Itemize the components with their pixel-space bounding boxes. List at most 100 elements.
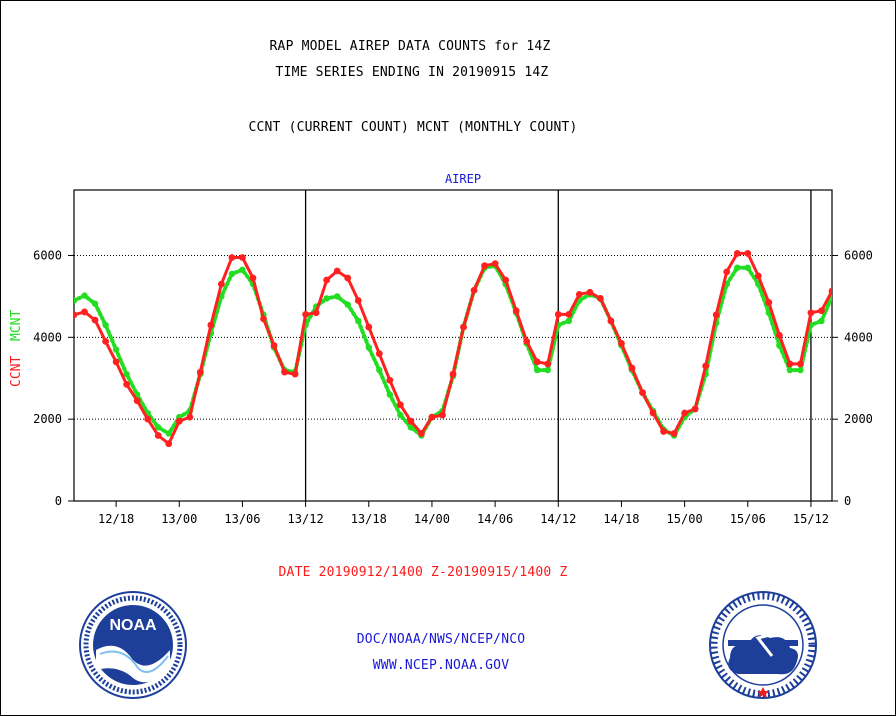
data-point-mcnt bbox=[323, 295, 330, 302]
data-point-ccnt bbox=[639, 389, 646, 396]
data-point-mcnt bbox=[81, 292, 88, 299]
data-point-ccnt bbox=[491, 260, 499, 268]
noaa-logo: NOAA bbox=[79, 591, 187, 699]
data-point-ccnt bbox=[670, 430, 678, 437]
data-point-ccnt bbox=[175, 417, 183, 425]
data-point-mcnt bbox=[407, 424, 415, 431]
xtick-label: 15/00 bbox=[667, 512, 703, 526]
data-point-ccnt bbox=[123, 380, 131, 388]
data-point-ccnt bbox=[133, 397, 141, 405]
data-point-mcnt bbox=[239, 266, 246, 273]
xtick-label: 15/06 bbox=[730, 512, 766, 526]
ytick-label-right: 0 bbox=[844, 494, 851, 508]
data-point-ccnt bbox=[428, 413, 436, 421]
data-point-ccnt bbox=[681, 409, 689, 417]
data-point-ccnt bbox=[375, 350, 383, 358]
xtick-label: 14/00 bbox=[414, 512, 450, 526]
data-point-ccnt bbox=[281, 368, 288, 376]
data-point-ccnt bbox=[249, 274, 257, 282]
data-point-ccnt bbox=[502, 276, 510, 284]
data-point-ccnt bbox=[723, 268, 731, 276]
org-label: DOC/NOAA/NWS/NCEP/NCO bbox=[356, 632, 526, 647]
data-point-ccnt bbox=[260, 315, 267, 323]
data-point-ccnt bbox=[207, 321, 215, 329]
ytick-label-right: 4000 bbox=[844, 330, 873, 344]
ytick-label-left: 6000 bbox=[33, 248, 62, 262]
data-point-ccnt bbox=[407, 417, 415, 425]
data-point-mcnt bbox=[102, 321, 109, 329]
data-point-ccnt bbox=[628, 364, 636, 372]
data-point-ccnt bbox=[323, 276, 331, 284]
data-point-ccnt bbox=[691, 405, 699, 413]
data-point-ccnt bbox=[418, 430, 425, 437]
title-line-1: RAP MODEL AIREP DATA COUNTS for 14Z bbox=[269, 39, 551, 54]
ylabel-ccnt: CCNT bbox=[9, 355, 24, 387]
website-label: WWW.NCEP.NOAA.GOV bbox=[372, 658, 510, 673]
data-point-ccnt bbox=[239, 254, 246, 261]
xtick-label: 14/18 bbox=[603, 512, 639, 526]
data-point-ccnt bbox=[481, 262, 488, 270]
data-point-mcnt bbox=[376, 366, 383, 374]
data-point-mcnt bbox=[165, 430, 172, 437]
data-point-ccnt bbox=[439, 411, 446, 419]
data-point-mcnt bbox=[228, 270, 236, 278]
title-line-3: CCNT (CURRENT COUNT) MCNT (MONTHLY COUNT… bbox=[248, 120, 578, 135]
data-point-ccnt bbox=[712, 311, 720, 319]
data-point-ccnt bbox=[744, 250, 752, 257]
ytick-label-left: 2000 bbox=[33, 412, 62, 426]
data-point-mcnt bbox=[734, 264, 741, 271]
data-point-ccnt bbox=[270, 342, 278, 349]
title-line-2: TIME SERIES ENDING IN 20190915 14Z bbox=[275, 65, 549, 80]
data-point-ccnt bbox=[302, 311, 310, 318]
data-point-ccnt bbox=[112, 358, 120, 366]
data-point-ccnt bbox=[196, 368, 204, 376]
data-point-ccnt bbox=[165, 440, 173, 448]
data-point-ccnt bbox=[154, 432, 162, 439]
data-point-mcnt bbox=[386, 391, 394, 398]
data-point-ccnt bbox=[765, 299, 773, 306]
xtick-label: 13/18 bbox=[351, 512, 387, 526]
xtick-label: 13/00 bbox=[161, 512, 197, 526]
data-point-mcnt bbox=[91, 300, 99, 307]
data-point-ccnt bbox=[333, 267, 341, 275]
data-point-ccnt bbox=[565, 311, 573, 318]
data-point-ccnt bbox=[344, 274, 352, 282]
data-point-ccnt bbox=[144, 415, 152, 423]
ytick-label-right: 6000 bbox=[844, 248, 873, 262]
date-range-label: DATE 20190912/1400 Z-20190915/1400 Z bbox=[278, 565, 568, 580]
data-point-ccnt bbox=[217, 280, 225, 288]
xtick-label: 14/06 bbox=[477, 512, 513, 526]
data-point-ccnt bbox=[102, 338, 109, 345]
data-point-ccnt bbox=[81, 308, 88, 316]
xtick-label: 12/18 bbox=[98, 512, 134, 526]
xtick-label: 13/12 bbox=[288, 512, 324, 526]
data-point-ccnt bbox=[607, 317, 615, 325]
plot-frame bbox=[73, 189, 833, 502]
nws-logo bbox=[709, 591, 817, 699]
data-point-ccnt bbox=[291, 370, 299, 378]
data-point-mcnt bbox=[123, 370, 130, 378]
data-point-mcnt bbox=[355, 317, 362, 325]
data-point-ccnt bbox=[386, 376, 394, 384]
xtick-label: 13/06 bbox=[224, 512, 260, 526]
ylabel-mcnt: MCNT bbox=[9, 309, 24, 341]
data-point-mcnt bbox=[818, 317, 825, 325]
data-point-ccnt bbox=[512, 307, 520, 315]
data-point-ccnt bbox=[618, 340, 625, 347]
xtick-label: 15/12 bbox=[793, 512, 829, 526]
data-point-ccnt bbox=[754, 272, 762, 280]
data-point-mcnt bbox=[786, 366, 794, 374]
data-point-ccnt bbox=[575, 290, 583, 298]
data-point-ccnt bbox=[186, 413, 194, 421]
chart-title: AIREP bbox=[445, 172, 481, 186]
data-point-mcnt bbox=[333, 293, 341, 300]
data-point-ccnt bbox=[786, 360, 794, 368]
data-point-ccnt bbox=[449, 370, 457, 378]
data-point-ccnt bbox=[396, 401, 404, 409]
data-point-ccnt bbox=[807, 309, 815, 317]
ytick-label-left: 4000 bbox=[33, 330, 62, 344]
data-point-mcnt bbox=[797, 366, 804, 374]
data-point-ccnt bbox=[660, 428, 667, 435]
data-point-ccnt bbox=[354, 297, 362, 304]
